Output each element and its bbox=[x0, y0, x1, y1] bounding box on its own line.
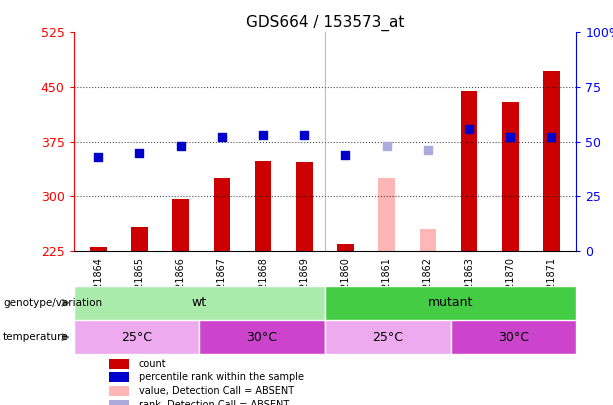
Text: genotype/variation: genotype/variation bbox=[3, 298, 102, 307]
Bar bbox=[502, 102, 519, 251]
Bar bbox=[131, 227, 148, 251]
Point bbox=[176, 143, 186, 149]
Point bbox=[258, 132, 268, 139]
Bar bbox=[214, 178, 230, 251]
Bar bbox=[543, 71, 560, 251]
Point bbox=[505, 134, 515, 141]
Text: 25°C: 25°C bbox=[372, 330, 403, 344]
Text: 25°C: 25°C bbox=[121, 330, 152, 344]
Point bbox=[341, 151, 351, 158]
Title: GDS664 / 153573_at: GDS664 / 153573_at bbox=[246, 15, 404, 31]
Bar bbox=[296, 162, 313, 251]
Text: 30°C: 30°C bbox=[498, 330, 529, 344]
Bar bbox=[199, 320, 325, 354]
Bar bbox=[109, 359, 129, 369]
Point bbox=[217, 134, 227, 141]
Bar bbox=[451, 320, 576, 354]
Bar bbox=[172, 198, 189, 251]
Bar bbox=[378, 178, 395, 251]
Text: mutant: mutant bbox=[428, 296, 473, 309]
Bar bbox=[109, 386, 129, 396]
Text: wt: wt bbox=[192, 296, 207, 309]
Point bbox=[464, 126, 474, 132]
Bar bbox=[325, 320, 451, 354]
Bar bbox=[74, 320, 199, 354]
Text: percentile rank within the sample: percentile rank within the sample bbox=[139, 372, 304, 382]
Text: count: count bbox=[139, 359, 167, 369]
Bar bbox=[325, 286, 576, 320]
Bar bbox=[74, 286, 325, 320]
Point bbox=[382, 143, 392, 149]
Bar bbox=[337, 244, 354, 251]
Bar bbox=[109, 373, 129, 382]
Bar bbox=[461, 91, 478, 251]
Text: rank, Detection Call = ABSENT: rank, Detection Call = ABSENT bbox=[139, 399, 289, 405]
Text: 30°C: 30°C bbox=[246, 330, 278, 344]
Bar bbox=[90, 247, 107, 251]
Point bbox=[93, 154, 103, 160]
Point bbox=[547, 134, 557, 141]
Point bbox=[423, 147, 433, 154]
Point bbox=[135, 149, 145, 156]
Text: value, Detection Call = ABSENT: value, Detection Call = ABSENT bbox=[139, 386, 294, 396]
Bar bbox=[109, 400, 129, 405]
Point bbox=[299, 132, 309, 139]
Text: temperature: temperature bbox=[3, 332, 69, 342]
Bar bbox=[420, 229, 436, 251]
Bar bbox=[255, 162, 272, 251]
